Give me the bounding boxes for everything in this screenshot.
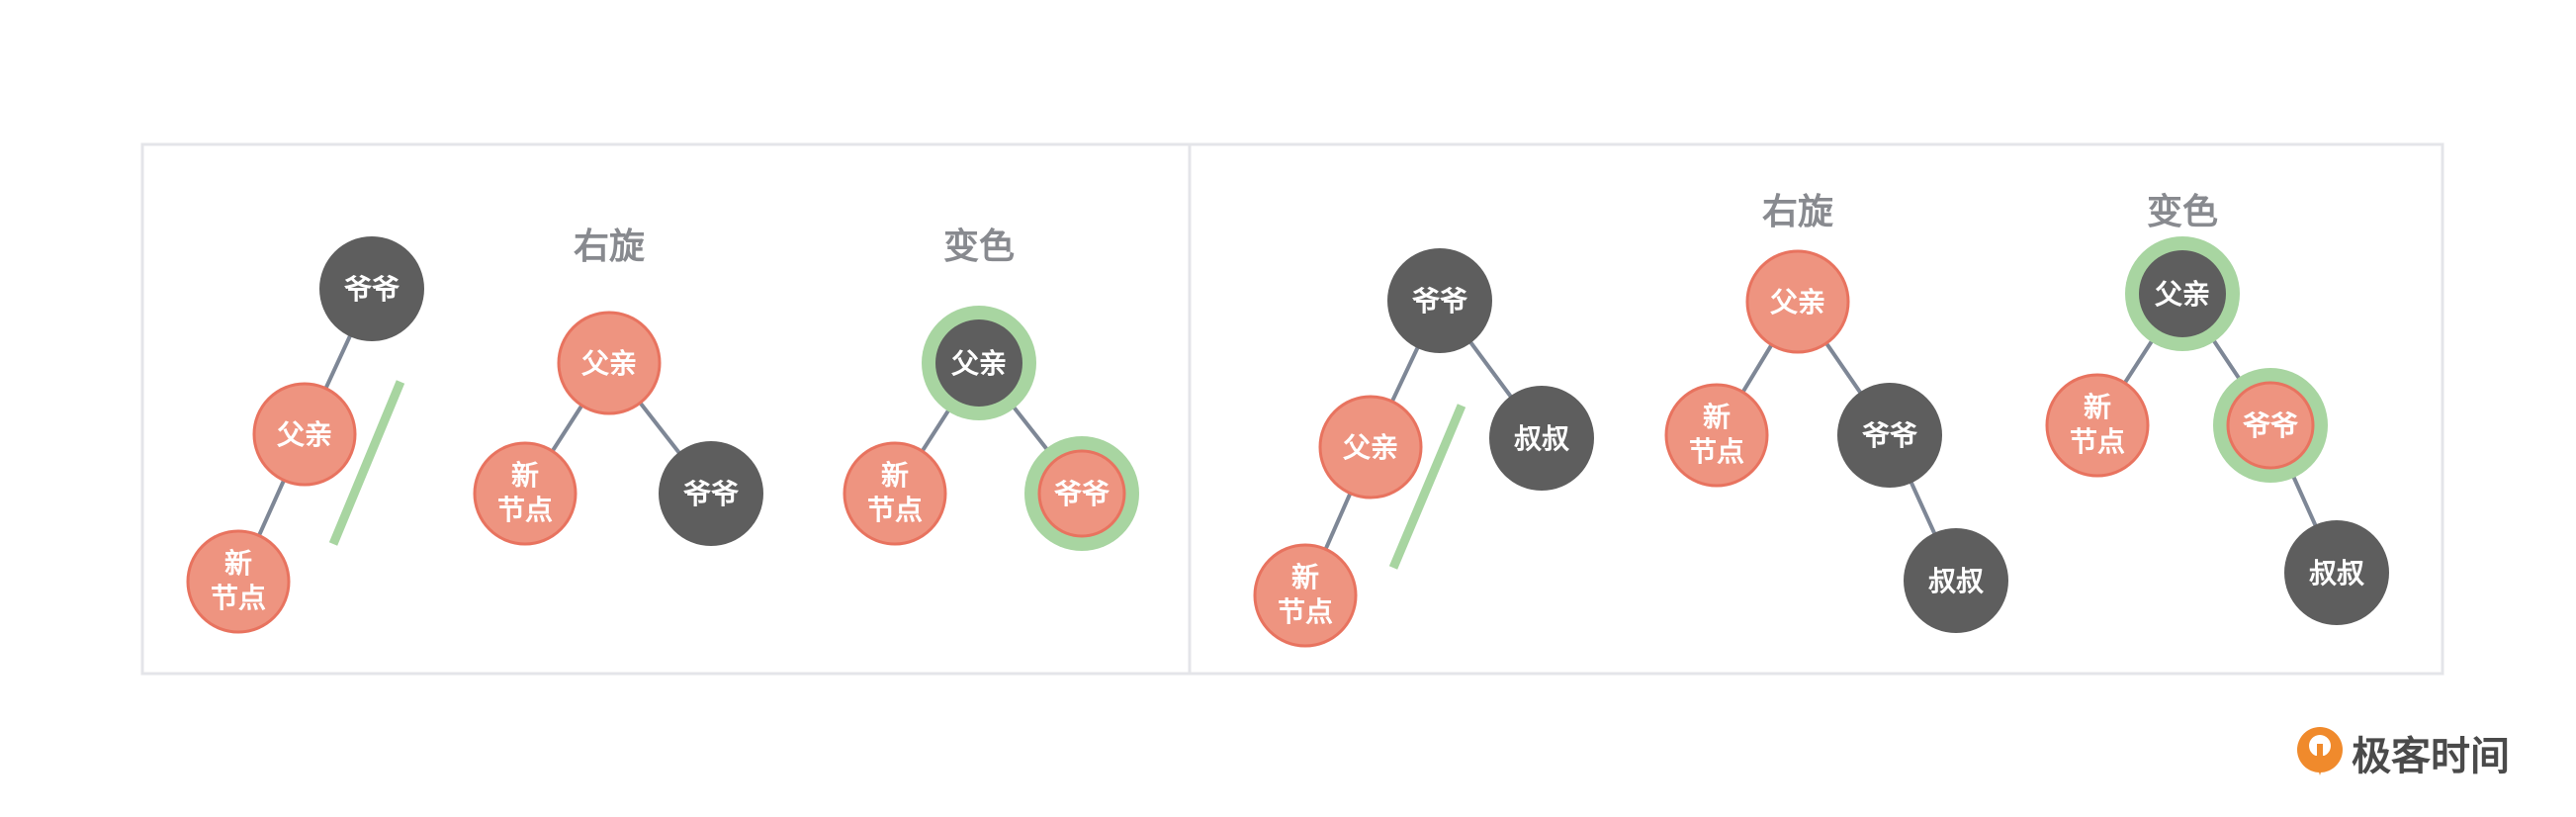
parent-node-recolored [935, 319, 1022, 407]
grandpa-label: 爷爷 [2243, 409, 2299, 442]
new-node [2045, 373, 2150, 478]
new-node [1253, 543, 1358, 648]
grandpa-label: 爷爷 [1054, 478, 1110, 510]
geektime-logo-icon [2297, 727, 2343, 775]
uncle-label: 叔叔 [1514, 422, 1570, 455]
parent-node [557, 311, 662, 415]
geektime-logo: 极客时间 [2297, 727, 2510, 779]
uncle-node [2284, 520, 2389, 625]
problem-marker [328, 380, 405, 546]
new-node [843, 441, 947, 546]
new-node-label-line1: 新 [511, 459, 539, 492]
new-node-label-line2: 节点 [2070, 425, 2125, 458]
new-node-label-line1: 新 [1703, 401, 1731, 433]
new-node [1664, 383, 1769, 488]
parent-label: 父亲 [277, 418, 332, 451]
new-node-label-line2: 节点 [867, 494, 923, 526]
uncle-node [1489, 386, 1594, 491]
new-node [473, 441, 577, 546]
grandpa-node [319, 236, 424, 341]
title-recolor-left: 变色 [943, 226, 1015, 267]
new-node-label-line1: 新 [881, 459, 909, 492]
uncle-label: 叔叔 [1928, 565, 1985, 597]
grandpa-label: 爷爷 [1412, 285, 1468, 318]
grandpa-node [1387, 248, 1492, 353]
right-tree-initial: 爷爷 父亲 叔叔 新 节点 [1253, 248, 1594, 648]
grandpa-label: 爷爷 [683, 478, 740, 510]
parent-node [1318, 395, 1423, 499]
uncle-label: 叔叔 [2309, 557, 2365, 590]
new-node-label-line1: 新 [224, 547, 252, 580]
new-node-label-line2: 节点 [497, 494, 553, 526]
new-node [186, 529, 291, 634]
parent-node [1745, 249, 1850, 354]
title-rotate-right: 右旋 [1762, 192, 1833, 232]
parent-label: 父亲 [2155, 278, 2210, 311]
grandpa-node-recolored [2226, 381, 2315, 470]
parent-label: 父亲 [1343, 431, 1398, 464]
left-tree-initial: 爷爷 父亲 新 节点 [186, 236, 424, 634]
grandpa-node [659, 441, 763, 546]
right-panel-frame [1188, 142, 2444, 676]
left-tree-recolored: 父亲 新 节点 爷爷 [843, 306, 1139, 551]
logo-text: 极客时间 [2352, 734, 2510, 779]
new-node-label-line2: 节点 [211, 582, 266, 614]
uncle-node [1904, 528, 2008, 633]
grandpa-node [1837, 383, 1942, 488]
right-tree-recolored: 父亲 新 节点 爷爷 叔叔 [2045, 236, 2389, 625]
parent-label: 父亲 [951, 347, 1007, 380]
new-node-label-line1: 新 [2084, 391, 2111, 423]
left-tree-rotated: 父亲 新 节点 爷爷 [473, 311, 763, 546]
grandpa-node-recolored [1037, 449, 1126, 538]
parent-node-recolored [2139, 250, 2226, 337]
right-tree-rotated: 父亲 新 节点 爷爷 叔叔 [1664, 249, 2008, 633]
title-rotate-left: 右旋 [574, 227, 645, 267]
title-recolor-right: 变色 [2147, 191, 2218, 232]
new-node-label-line2: 节点 [1689, 435, 1744, 468]
new-node-label-line1: 新 [1291, 561, 1319, 593]
grandpa-label: 爷爷 [344, 273, 400, 306]
grandpa-label: 爷爷 [1862, 419, 1918, 452]
parent-node [252, 382, 357, 487]
parent-label: 父亲 [581, 347, 637, 380]
parent-label: 父亲 [1770, 286, 1825, 318]
problem-marker [1388, 404, 1466, 570]
new-node-label-line2: 节点 [1278, 595, 1333, 628]
